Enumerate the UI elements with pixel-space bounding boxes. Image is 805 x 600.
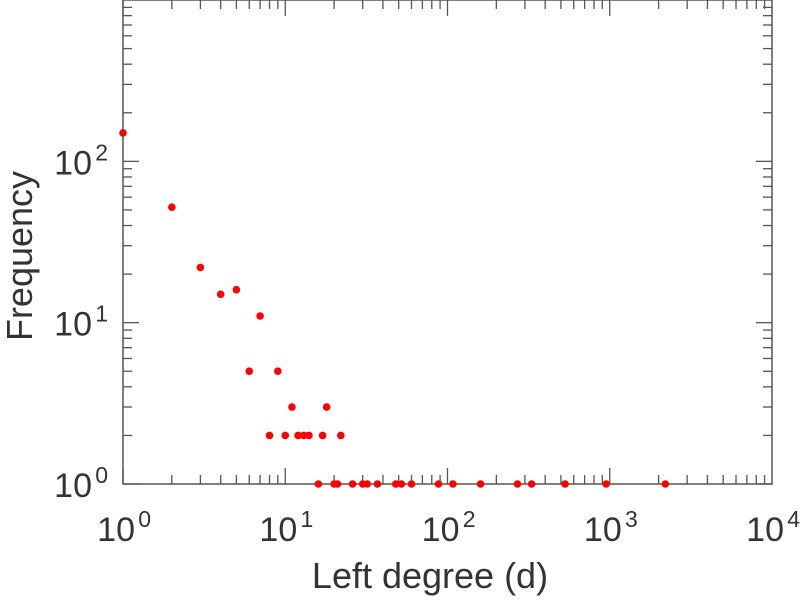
data-point <box>397 480 406 488</box>
data-point <box>318 431 327 440</box>
data-point <box>216 290 225 299</box>
data-point <box>391 480 400 488</box>
x-tick-label-exponent: 3 <box>625 506 638 532</box>
data-point <box>281 431 290 440</box>
data-point <box>245 367 254 376</box>
data-point <box>476 480 485 488</box>
data-point <box>661 480 670 488</box>
data-point <box>373 480 382 488</box>
data-point <box>232 285 241 294</box>
data-point <box>561 480 569 488</box>
x-tick-label-base: 10 <box>97 511 135 549</box>
data-points <box>119 129 670 488</box>
data-point <box>513 480 522 488</box>
data-point <box>337 431 345 440</box>
data-point <box>363 480 372 488</box>
y-tick-label-exponent: 1 <box>95 301 108 327</box>
data-point <box>288 403 296 411</box>
y-tick-label-exponent: 0 <box>95 462 108 488</box>
y-tick-label: 110 <box>54 301 108 344</box>
data-point <box>119 129 127 137</box>
x-tick-label-base: 10 <box>746 511 784 549</box>
y-tick-label: 210 <box>54 139 108 182</box>
x-axis-title: Left degree (d) <box>312 555 548 596</box>
x-tick-label-exponent: 0 <box>138 506 151 532</box>
data-point <box>265 431 274 440</box>
x-tick-label: 210 <box>422 506 476 549</box>
y-tick-label-base: 10 <box>54 144 92 182</box>
data-point <box>322 403 331 411</box>
y-tick-label-base: 10 <box>54 306 92 344</box>
data-point <box>333 480 342 488</box>
y-axis-title: Frequency <box>0 171 40 341</box>
x-tick-label-base: 10 <box>422 511 460 549</box>
data-point <box>434 480 443 488</box>
data-point <box>314 480 323 488</box>
x-tick-label-base: 10 <box>584 511 622 549</box>
data-point <box>274 367 282 376</box>
x-tick-label-exponent: 4 <box>787 506 800 532</box>
data-point <box>256 312 264 320</box>
x-tick-label-base: 10 <box>259 511 297 549</box>
x-tick-label: 410 <box>746 506 800 549</box>
y-tick-label-exponent: 2 <box>95 139 108 165</box>
data-point <box>407 480 416 488</box>
data-point <box>168 203 176 211</box>
data-point <box>294 431 302 440</box>
tick-marks <box>122 0 772 485</box>
data-point <box>602 480 610 488</box>
data-point <box>299 431 308 440</box>
data-point <box>196 263 205 272</box>
data-point <box>305 431 313 440</box>
x-tick-label: 310 <box>584 506 638 549</box>
x-tick-label-exponent: 1 <box>300 506 313 532</box>
y-tick-label-base: 10 <box>54 467 92 505</box>
data-point <box>527 480 536 488</box>
plot-frame <box>122 0 773 485</box>
data-point <box>449 480 457 488</box>
y-tick-label: 010 <box>54 462 108 505</box>
x-tick-label: 010 <box>97 506 151 549</box>
data-point <box>348 480 357 488</box>
x-tick-label-exponent: 2 <box>463 506 476 532</box>
x-tick-label: 110 <box>259 506 313 549</box>
